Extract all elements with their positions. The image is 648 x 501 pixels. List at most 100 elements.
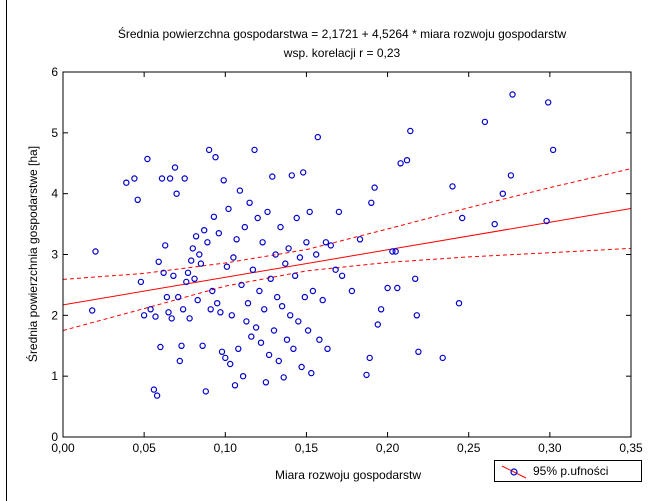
data-point [545,99,552,106]
data-point [259,239,266,246]
data-point [455,300,463,307]
data-point [415,348,422,355]
data-point [278,303,286,310]
regression-line [63,207,631,306]
y-axis-label: Średnia powierzchnia gospodarstwe [ha] [25,146,40,362]
data-point [228,312,235,319]
data-point [348,287,356,295]
data-point [322,239,330,246]
data-point [248,333,255,340]
data-point [288,172,295,179]
data-point [449,183,456,190]
data-point [394,284,401,292]
x-tick-label: 0,35 [619,441,643,455]
y-tick-label: 2 [51,308,58,322]
data-point [332,266,339,273]
data-point [181,175,188,182]
data-point [290,345,297,352]
data-point [304,327,312,334]
data-point [191,275,198,282]
data-point [306,208,313,216]
data-point [153,392,161,399]
data-point [218,348,226,355]
data-point [262,379,270,386]
data-point [366,354,373,362]
data-point [161,242,169,249]
data-point [166,175,174,182]
data-point [368,199,375,206]
data-point [543,217,550,225]
data-point [140,312,148,319]
data-point [509,91,516,98]
data-point [261,306,268,313]
chart-title: Średnia powierzchna gospodarstwa = 2,172… [118,26,567,41]
data-point [300,169,307,176]
legend-marker [510,468,518,476]
data-point [251,146,258,154]
data-point [384,284,391,292]
data-point [192,233,200,240]
chart-subtitle: wsp. korelacji r = 0,23 [283,46,401,60]
data-point [213,300,221,307]
data-point [197,260,205,267]
data-point [324,345,331,352]
data-point [204,239,211,246]
data-point [371,184,378,191]
data-point [194,296,201,304]
data-point [374,321,381,328]
legend-swatch [501,465,527,479]
data-point [123,179,130,186]
data-point [296,254,304,261]
data-point [186,315,193,322]
data-point [168,315,175,322]
data-point [308,369,315,377]
data-point [196,251,203,258]
x-tick-label: 0,25 [457,441,481,455]
data-point [170,272,177,279]
data-point [158,175,166,182]
data-point [222,354,229,362]
data-point [280,374,287,381]
data-point [269,173,276,180]
data-point [295,318,302,325]
data-point [412,275,419,282]
data-point [407,127,414,135]
x-tick-label: 0,15 [295,441,319,455]
data-point [272,251,279,258]
data-point [212,153,219,161]
data-point [233,236,240,243]
data-point [207,306,214,313]
data-point [160,269,167,276]
data-point [314,133,321,141]
data-point [163,293,171,301]
data-point [303,239,310,246]
data-point [298,363,305,371]
data-point [313,251,320,258]
confidence-upper-line [63,168,631,280]
data-point [187,257,195,264]
data-point [327,242,334,249]
data-point [459,214,466,222]
data-point [264,208,271,216]
data-point [389,248,396,255]
data-point [246,199,253,206]
data-point [230,254,237,261]
data-point [309,287,317,295]
data-point [173,190,180,197]
data-point [238,281,245,289]
data-point [549,146,557,154]
data-point [239,373,247,380]
y-tick-label: 6 [51,65,58,79]
data-point [335,208,343,216]
data-point [235,345,242,352]
data-point [225,205,232,213]
x-axis-label: Miara rozwoju gospodarstw [275,468,421,482]
data-points [88,91,557,399]
data-point [507,172,515,179]
data-point [241,223,248,231]
data-point [217,309,224,316]
data-point [200,226,208,234]
confidence-lower-line [63,247,631,331]
data-point [287,312,294,319]
